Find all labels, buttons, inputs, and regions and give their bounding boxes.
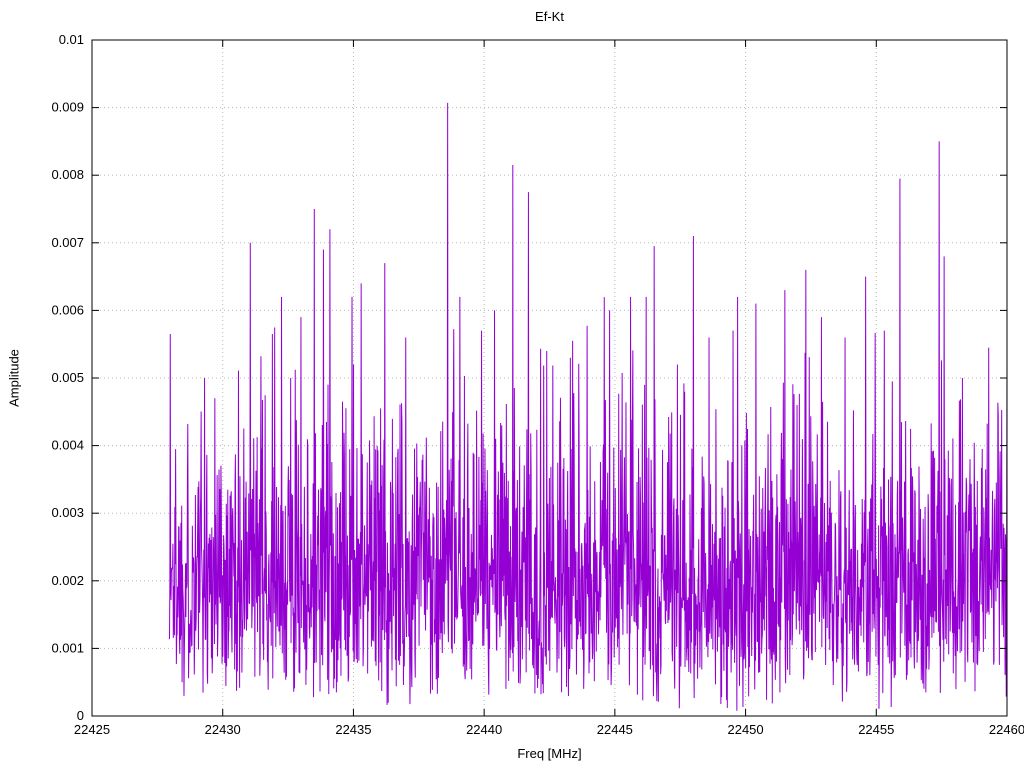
x-tick-label: 22445	[597, 722, 633, 737]
y-tick-label: 0.005	[51, 370, 84, 385]
y-tick-label: 0.001	[51, 640, 84, 655]
x-axis-label: Freq [MHz]	[517, 746, 582, 761]
x-tick-label: 22450	[727, 722, 763, 737]
y-tick-label: 0.01	[59, 32, 84, 47]
y-tick-label: 0.008	[51, 167, 84, 182]
x-tick-label: 22460	[989, 722, 1024, 737]
y-tick-label: 0.009	[51, 100, 84, 115]
y-tick-label: 0.002	[51, 573, 84, 588]
x-tick-label: 22425	[74, 722, 110, 737]
y-tick-label: 0	[77, 708, 84, 723]
x-tick-label: 22440	[466, 722, 502, 737]
y-tick-label: 0.006	[51, 302, 84, 317]
x-tick-label: 22455	[858, 722, 894, 737]
y-tick-label: 0.004	[51, 438, 84, 453]
x-tick-label: 22430	[205, 722, 241, 737]
y-tick-label: 0.003	[51, 505, 84, 520]
x-tick-label: 22435	[335, 722, 371, 737]
y-tick-label: 0.007	[51, 235, 84, 250]
chart-title: Ef-Kt	[535, 9, 564, 24]
